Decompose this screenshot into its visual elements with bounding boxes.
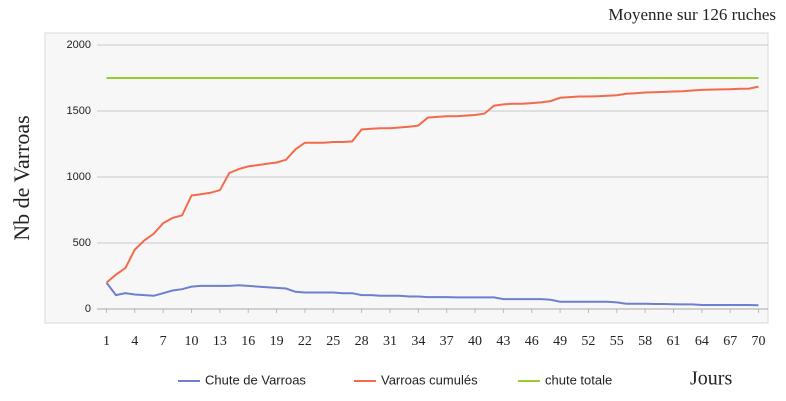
legend-label: chute totale [545, 372, 612, 387]
x-tick-label: 46 [525, 334, 539, 349]
legend-label: Varroas cumulés [381, 372, 478, 387]
series-line [105, 281, 759, 307]
x-tick-label: 16 [241, 334, 255, 349]
x-tick-label: 25 [326, 334, 340, 349]
x-tick-label: 4 [131, 334, 138, 349]
y-tick-label: 0 [85, 303, 91, 315]
x-tick-label: 49 [553, 334, 567, 349]
x-tick-label: 37 [440, 334, 454, 349]
y-tick-label: 1000 [67, 171, 91, 183]
x-tick-label: 19 [270, 334, 284, 349]
x-axis-label: Jours [690, 368, 732, 390]
x-tick-label: 40 [468, 334, 482, 349]
y-axis-label: Nb de Varroas [9, 115, 34, 240]
x-tick-label: 43 [496, 334, 510, 349]
x-tick-label: 52 [581, 334, 595, 349]
x-tick-label: 64 [695, 334, 709, 349]
x-tick-label: 1 [103, 334, 110, 349]
x-tick-label: 22 [298, 334, 312, 349]
x-tick-label: 55 [610, 334, 624, 349]
x-tick-label: 10 [185, 334, 199, 349]
y-tick-label: 500 [73, 237, 91, 249]
annotation: Moyenne sur 126 ruches [608, 5, 776, 24]
y-tick-label: 2000 [67, 39, 91, 51]
x-tick-label: 58 [638, 334, 652, 349]
x-tick-label: 61 [666, 334, 680, 349]
x-tick-label: 70 [752, 334, 766, 349]
series-line [105, 85, 759, 284]
x-tick-label: 13 [213, 334, 227, 349]
x-tick-label: 67 [723, 334, 737, 349]
x-tick-label: 34 [411, 334, 425, 349]
x-tick-label: 7 [160, 334, 167, 349]
y-tick-label: 1500 [67, 105, 91, 117]
legend-label: Chute de Varroas [205, 372, 306, 387]
x-tick-label: 31 [383, 334, 397, 349]
plot-frame [44, 32, 769, 324]
x-tick-label: 28 [355, 334, 369, 349]
